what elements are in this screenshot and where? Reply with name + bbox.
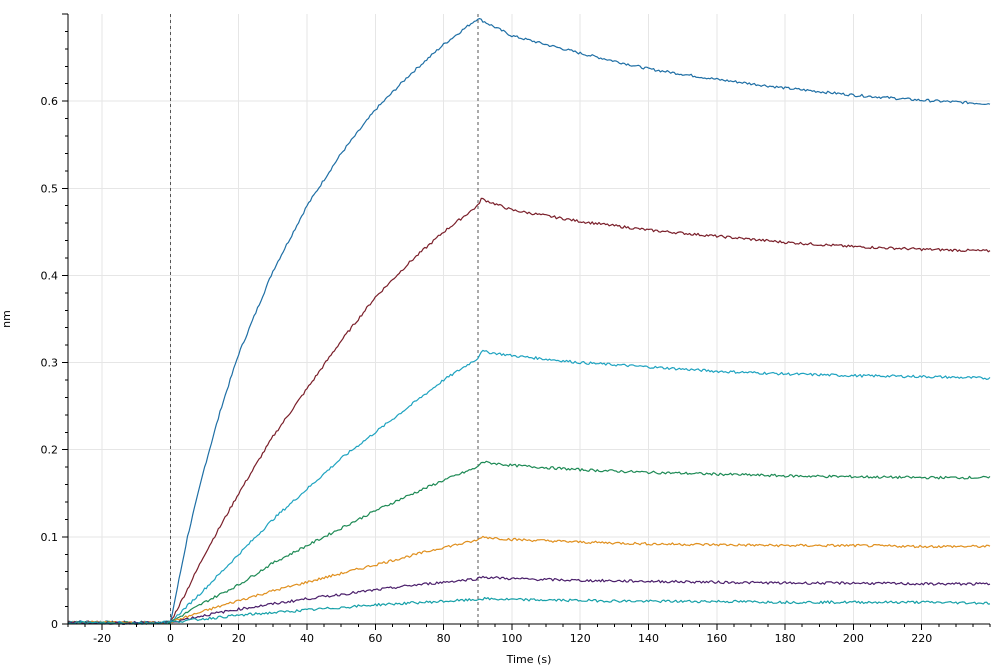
x-tick-label: 40 — [300, 632, 314, 645]
series-line-2 — [67, 197, 991, 625]
series-line-4 — [67, 460, 991, 625]
y-tick-label: 0.4 — [41, 269, 59, 282]
x-tick-label: 120 — [570, 632, 591, 645]
series-line-5 — [67, 535, 991, 625]
x-tick-label: 20 — [232, 632, 246, 645]
series-line-6 — [67, 575, 991, 625]
y-tick-label: 0.2 — [41, 444, 59, 457]
x-axis-title: Time (s) — [506, 653, 552, 666]
y-tick-label: 0.6 — [41, 95, 59, 108]
x-tick-label: 0 — [167, 632, 174, 645]
x-tick-label: 80 — [437, 632, 451, 645]
series-line-1 — [67, 18, 991, 624]
series-line-3 — [67, 349, 991, 625]
x-tick-label: -20 — [93, 632, 111, 645]
x-tick-label: 180 — [775, 632, 796, 645]
series-line-7 — [67, 596, 991, 625]
x-tick-label: 100 — [501, 632, 522, 645]
y-tick-label: 0.3 — [41, 357, 59, 370]
x-tick-label: 220 — [911, 632, 932, 645]
y-tick-label: 0 — [51, 618, 58, 631]
x-tick-label: 200 — [843, 632, 864, 645]
y-tick-label: 0.5 — [41, 182, 59, 195]
x-tick-label: 60 — [368, 632, 382, 645]
grid-layer — [68, 14, 990, 624]
x-tick-label: 160 — [706, 632, 727, 645]
x-tick-label: 140 — [638, 632, 659, 645]
axis-layer: -20 0 20 40 60 80 100 120 140 160 180 200 220 0 0.1 0.2… — [41, 13, 991, 645]
y-axis-title: nm — [0, 310, 13, 328]
series-layer — [67, 18, 991, 625]
y-tick-label: 0.1 — [41, 531, 59, 544]
